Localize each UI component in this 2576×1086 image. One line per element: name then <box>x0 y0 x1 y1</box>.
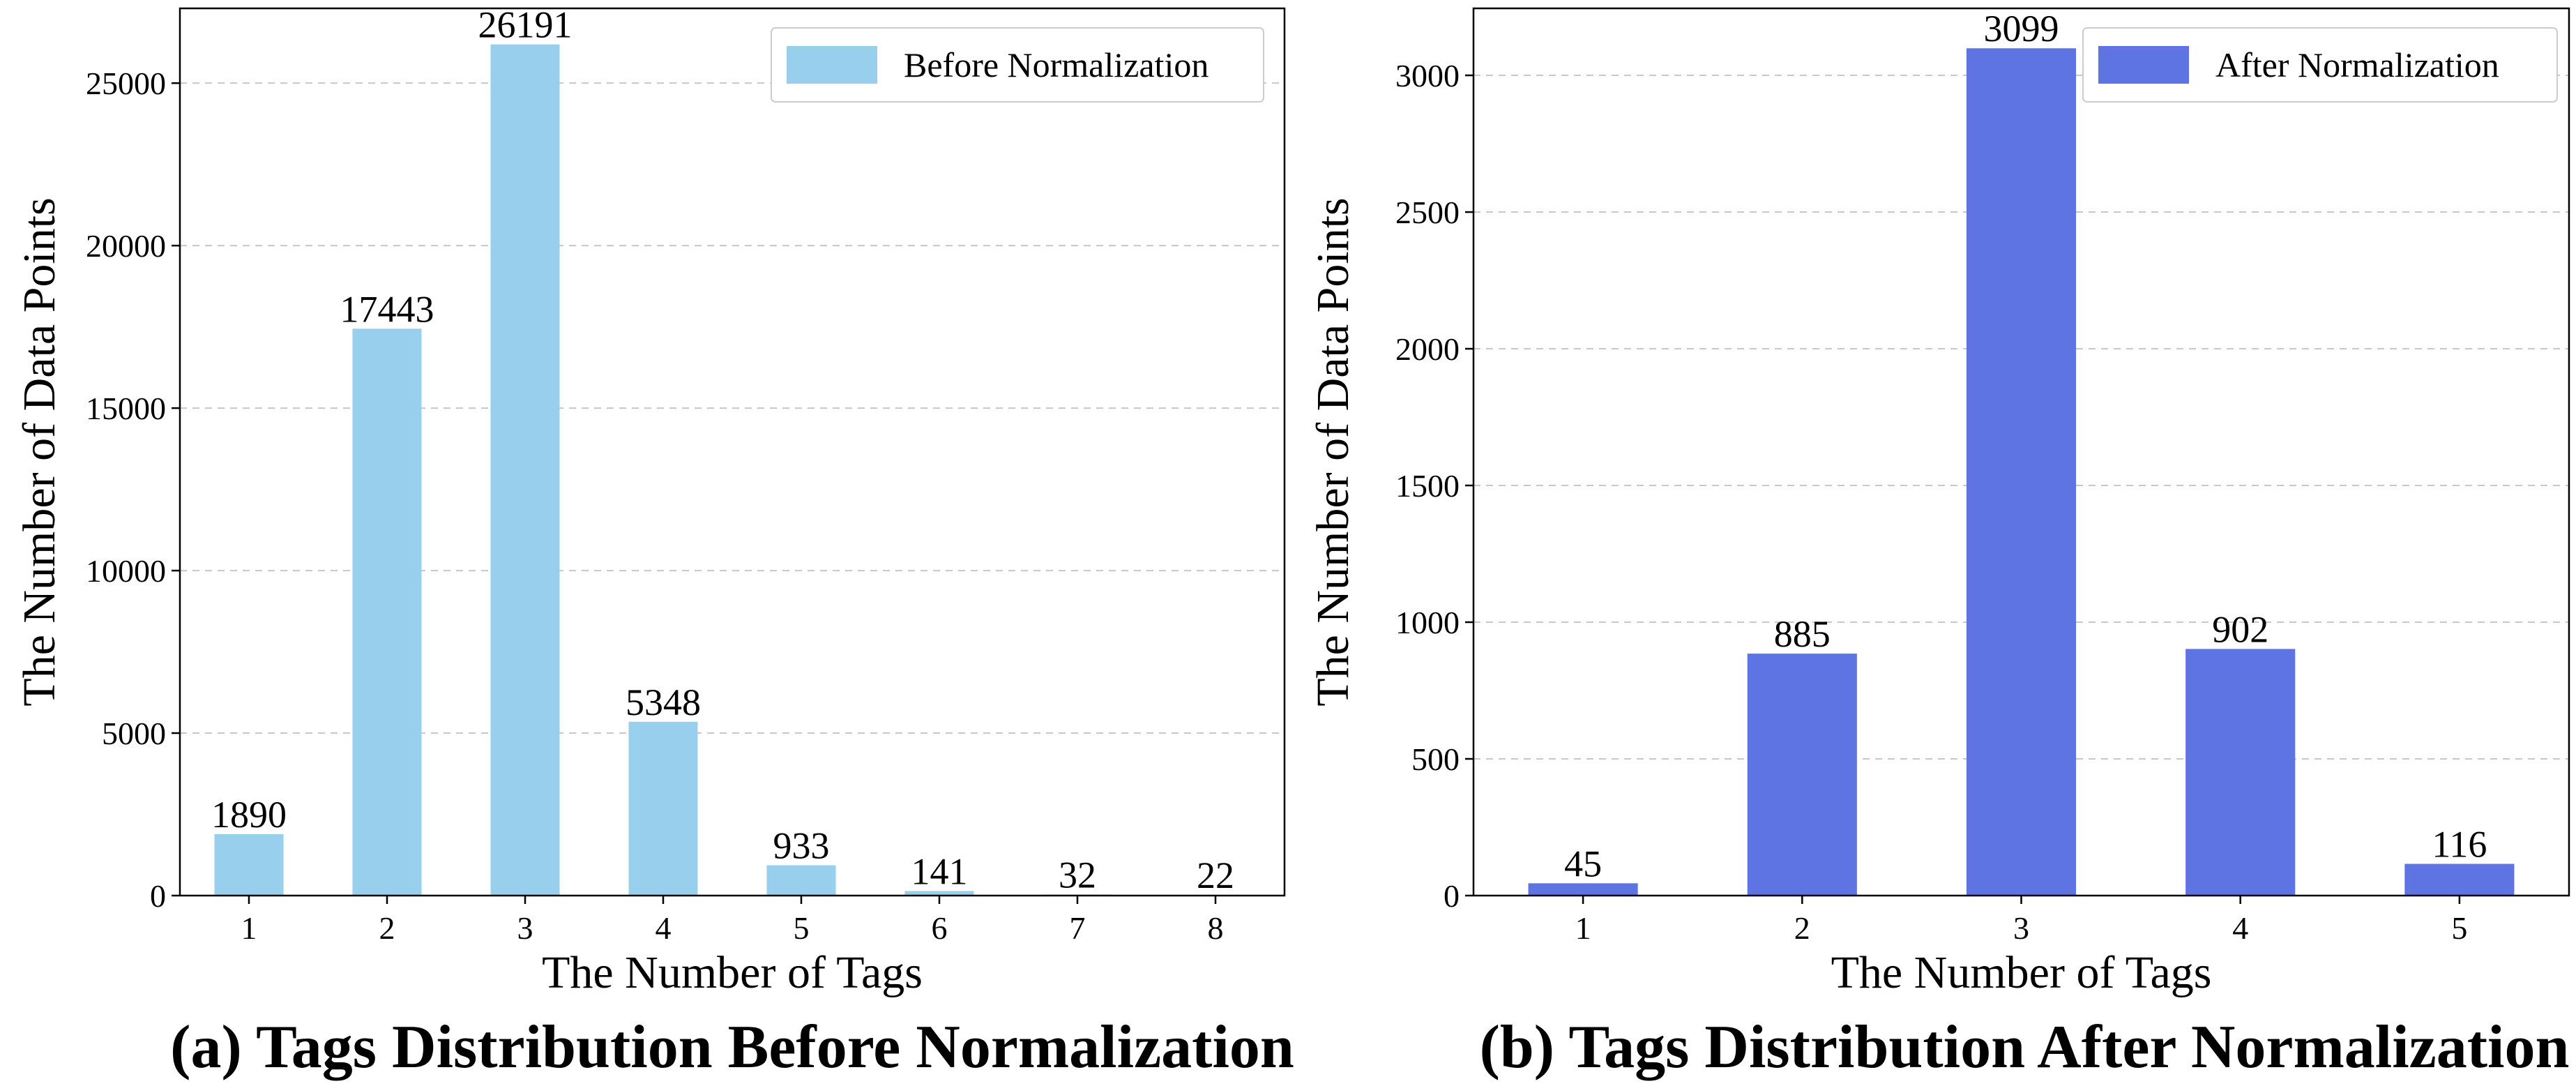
legend-swatch <box>2098 46 2189 84</box>
bar-2 <box>1747 654 1857 896</box>
bars <box>214 44 1250 896</box>
data-label-6: 141 <box>911 850 968 892</box>
caption-b: (b) Tags Distribution After Normalizatio… <box>1480 1013 2570 1081</box>
x-tick-label: 1 <box>1575 910 1591 946</box>
data-label-4: 902 <box>2212 608 2268 650</box>
data-label-8: 22 <box>1197 854 1234 896</box>
x-axis-label: The Number of Tags <box>542 947 923 998</box>
y-tick-label: 0 <box>1444 878 1460 914</box>
y-axis-ticks: 0 5000 10000 15000 20000 25000 <box>86 66 180 914</box>
data-label-3: 26191 <box>478 4 573 46</box>
plot-frame <box>179 7 1286 897</box>
x-tick-label: 2 <box>1794 910 1810 946</box>
x-axis-ticks: 1 2 3 4 5 <box>1575 896 2467 946</box>
x-tick-label: 1 <box>241 910 257 946</box>
x-tick-label: 6 <box>932 910 948 946</box>
y-tick-label: 5000 <box>102 716 166 751</box>
bar-2 <box>352 329 422 896</box>
legend-box <box>771 27 1264 103</box>
y-tick-label: 3000 <box>1395 58 1460 93</box>
caption-a: (a) Tags Distribution Before Normalizati… <box>170 1013 1294 1081</box>
y-tick-label: 2000 <box>1395 331 1460 367</box>
y-tick-label: 15000 <box>86 391 166 426</box>
x-tick-label: 4 <box>2232 910 2248 946</box>
data-label-4: 5348 <box>626 681 701 723</box>
x-tick-label: 3 <box>2013 910 2029 946</box>
grid-lines <box>1473 75 2569 760</box>
legend-label: After Normalization <box>2215 45 2499 84</box>
data-label-7: 32 <box>1059 854 1096 896</box>
x-tick-label: 5 <box>794 910 810 946</box>
x-axis-label: The Number of Tags <box>1831 947 2212 998</box>
data-label-5: 116 <box>2432 824 2487 866</box>
bar-1 <box>214 834 284 896</box>
bar-3 <box>1966 48 2077 896</box>
data-labels: 1890 17443 26191 5348 933 141 32 22 <box>211 4 1234 896</box>
data-label-5: 933 <box>773 825 830 867</box>
y-tick-label: 10000 <box>86 553 166 589</box>
y-tick-label: 1500 <box>1395 468 1460 504</box>
legend-swatch <box>787 46 877 84</box>
bar-5 <box>2404 863 2515 896</box>
x-axis-ticks: 1 2 3 4 5 6 7 8 <box>241 896 1224 946</box>
legend-label: Before Normalization <box>904 45 1209 84</box>
x-tick-label: 2 <box>379 910 395 946</box>
y-tick-label: 2500 <box>1395 195 1460 230</box>
y-tick-label: 20000 <box>86 228 166 264</box>
y-tick-label: 500 <box>1411 741 1460 777</box>
bar-1 <box>1528 883 1638 896</box>
x-tick-label: 3 <box>517 910 533 946</box>
bar-5 <box>766 865 836 896</box>
y-axis-label: The Number of Data Points <box>14 197 65 707</box>
legend: After Normalization <box>2082 27 2558 103</box>
bar-4 <box>2185 649 2296 896</box>
x-tick-label: 5 <box>2451 910 2467 946</box>
bar-6 <box>904 891 974 896</box>
data-label-2: 17443 <box>340 288 434 330</box>
y-tick-label: 25000 <box>86 66 166 101</box>
data-label-1: 45 <box>1564 843 1602 884</box>
x-tick-label: 7 <box>1070 910 1086 946</box>
data-label-1: 1890 <box>211 794 287 836</box>
bar-4 <box>628 721 698 896</box>
legend-box <box>2082 27 2558 103</box>
x-tick-label: 4 <box>656 910 672 946</box>
y-axis-label: The Number of Data Points <box>1308 197 1358 707</box>
y-tick-label: 0 <box>150 878 166 914</box>
bars <box>1528 48 2515 896</box>
data-labels: 45 885 3099 902 116 <box>1564 8 2487 884</box>
legend: Before Normalization <box>771 27 1264 103</box>
y-tick-label: 1000 <box>1395 605 1460 640</box>
data-label-2: 885 <box>1774 613 1831 655</box>
bar-3 <box>490 44 560 896</box>
grid-lines <box>180 82 1285 734</box>
x-tick-label: 8 <box>1208 910 1224 946</box>
data-label-3: 3099 <box>1984 8 2059 50</box>
y-axis-ticks: 0 500 1000 1500 2000 2500 3000 <box>1395 58 1473 914</box>
